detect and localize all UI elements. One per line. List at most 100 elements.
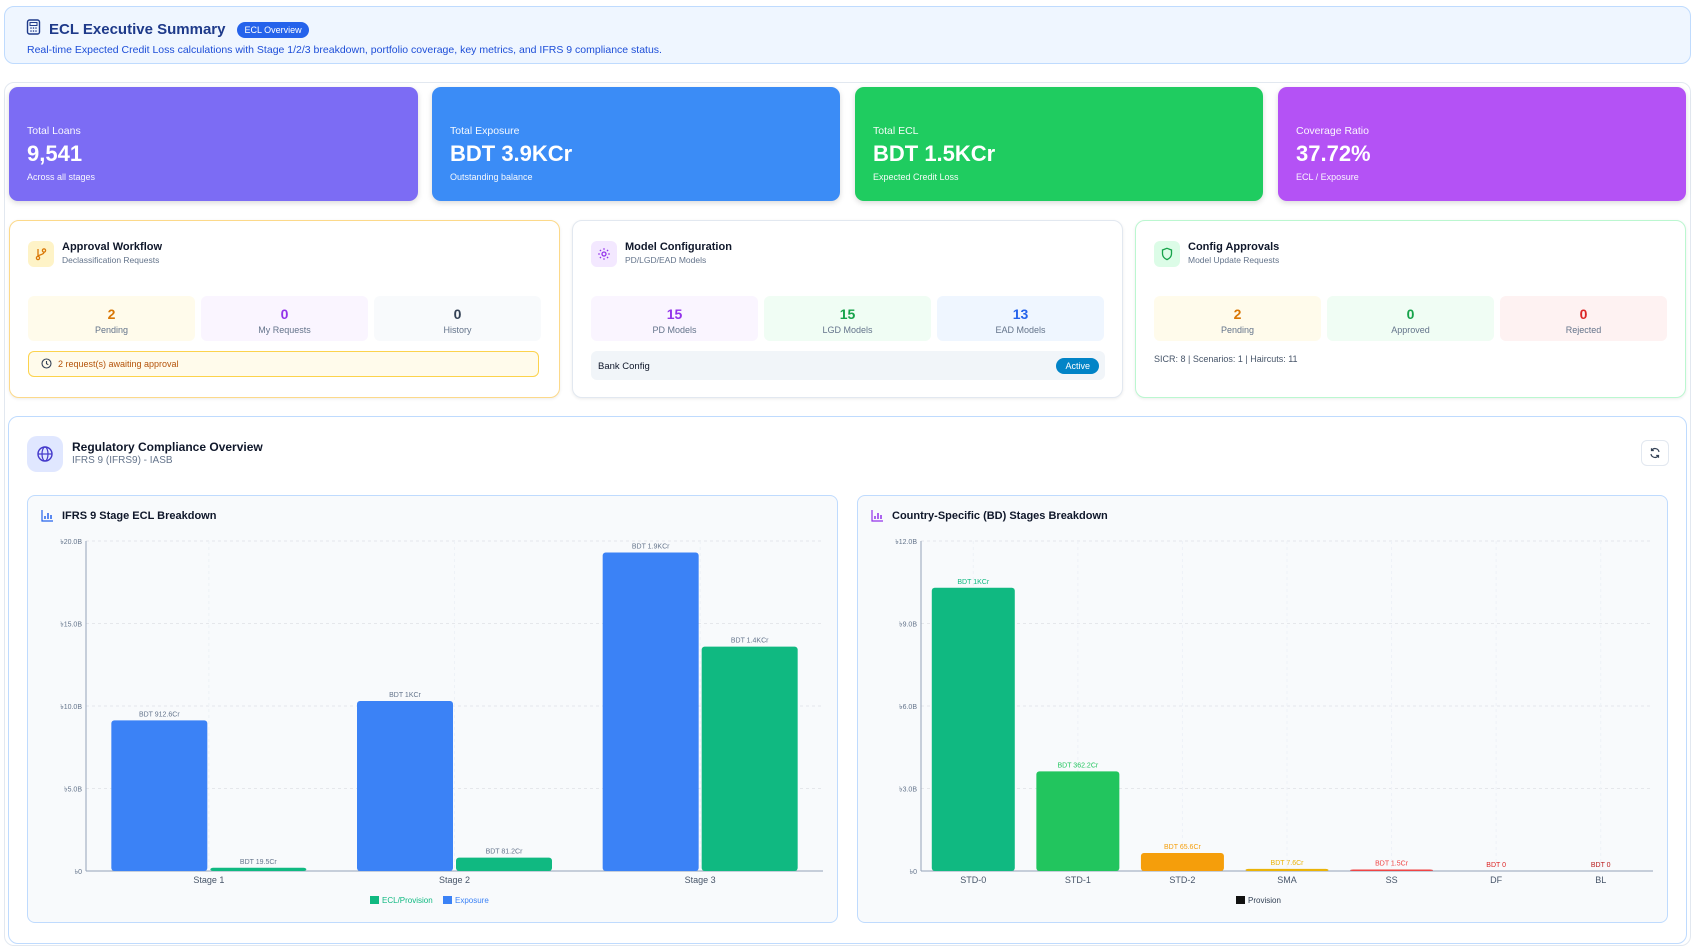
kpi-value: BDT 3.9KCr	[450, 141, 573, 166]
stat-value: 13	[1012, 306, 1029, 322]
data-label: BDT 1KCr	[957, 579, 989, 586]
bar-exposure	[111, 720, 208, 871]
stat-pending[interactable]: 2 Pending	[1154, 296, 1321, 341]
y-tick-label: ৳12.0B	[895, 538, 917, 546]
y-tick-label: ৳9.0B	[899, 621, 917, 629]
kpi-caption: Expected Credit Loss	[873, 172, 959, 182]
git-branch-icon	[28, 241, 54, 267]
kpi-label: Coverage Ratio	[1296, 125, 1369, 137]
stat-value: 0	[453, 306, 462, 322]
y-tick-label: ৳10.0B	[60, 703, 82, 711]
y-tick-label: ৳0	[75, 868, 82, 876]
data-label: BDT 81.2Cr	[486, 849, 523, 856]
stat-my-requests[interactable]: 0 My Requests	[201, 296, 368, 341]
country-stage-chart: ৳0 ৳3.0B ৳6.0B ৳9.0B ৳12.0B STD-0 BDT 1KCr STD-…	[895, 538, 1653, 905]
data-label: BDT 362.2Cr	[1057, 762, 1098, 769]
stat-label: Approved	[1391, 325, 1430, 335]
kpi-label: Total Exposure	[450, 125, 520, 137]
config-approvals-panel[interactable]: Config Approvals Model Update Requests 2…	[1135, 220, 1686, 398]
kpi-total-loans: Total Loans 9,541 Across all stages	[9, 87, 418, 201]
summary-container	[4, 82, 1691, 946]
alert-text: 2 request(s) awaiting approval	[58, 359, 179, 369]
panel-subtitle: Declassification Requests	[62, 255, 160, 265]
clock-icon	[41, 357, 52, 371]
panel-subtitle: Model Update Requests	[1188, 255, 1280, 265]
x-tick-label: Stage 2	[439, 875, 470, 885]
legend-swatch	[1236, 896, 1245, 904]
panel-title: Config Approvals	[1188, 241, 1280, 253]
bar-ecl-provision	[210, 867, 307, 871]
kpi-total-ecl: Total ECL BDT 1.5KCr Expected Credit Los…	[855, 87, 1263, 201]
y-tick-label: ৳5.0B	[64, 786, 82, 794]
x-tick-label: STD-1	[1065, 875, 1091, 885]
y-tick-label: ৳3.0B	[899, 786, 917, 794]
globe-icon	[27, 436, 63, 472]
stat-pd-models[interactable]: 15 PD Models	[591, 296, 758, 341]
bank-config-row[interactable]: Bank Config Active	[591, 351, 1105, 380]
stat-history[interactable]: 0 History	[374, 296, 541, 341]
model-configuration-panel[interactable]: Model Configuration PD/LGD/EAD Models 15…	[572, 220, 1123, 398]
bank-config-label: Bank Config	[598, 361, 650, 372]
chart-title: IFRS 9 Stage ECL Breakdown	[62, 510, 217, 522]
page-header: ECL Executive Summary ECL Overview Real-…	[4, 6, 1691, 64]
stat-ead-models[interactable]: 13 EAD Models	[937, 296, 1104, 341]
approval-workflow-panel[interactable]: Approval Workflow Declassification Reque…	[9, 220, 560, 398]
bar-provision	[931, 587, 1015, 871]
chart-title: Country-Specific (BD) Stages Breakdown	[892, 510, 1108, 522]
bar-chart-icon	[41, 509, 54, 527]
legend-swatch	[443, 896, 452, 904]
stat-label: Rejected	[1565, 325, 1602, 335]
kpi-caption: Outstanding balance	[450, 172, 533, 182]
bar-chart-icon	[871, 509, 884, 527]
refresh-button[interactable]	[1641, 440, 1669, 466]
data-label: BDT 1.9KCr	[632, 544, 670, 551]
data-label: BDT 0	[1591, 862, 1611, 869]
refresh-icon	[1650, 447, 1660, 459]
stat-value: 15	[839, 306, 856, 322]
page-subtitle: Real-time Expected Credit Loss calculati…	[27, 44, 662, 56]
country-stage-chart-card: Country-Specific (BD) Stages Breakdown ৳…	[857, 495, 1668, 923]
panel-title: Model Configuration	[625, 241, 732, 253]
kpi-coverage-ratio: Coverage Ratio 37.72% ECL / Exposure	[1278, 87, 1686, 201]
data-label: BDT 912.6Cr	[139, 711, 180, 718]
stat-lgd-models[interactable]: 15 LGD Models	[764, 296, 931, 341]
panel-title: Approval Workflow	[62, 241, 163, 253]
x-tick-label: STD-2	[1169, 875, 1195, 885]
stat-label: PD Models	[652, 325, 697, 335]
stat-approved[interactable]: 0 Approved	[1327, 296, 1494, 341]
stat-label: Pending	[94, 325, 129, 335]
bar-provision	[1036, 771, 1120, 871]
x-tick-label: SMA	[1277, 875, 1297, 885]
stat-value: 0	[280, 306, 289, 322]
data-label: BDT 1.5Cr	[1375, 861, 1409, 868]
stat-label: LGD Models	[822, 325, 873, 335]
stat-value: 15	[666, 306, 683, 322]
legend-label: ECL/Provision	[382, 896, 433, 905]
stat-label: Pending	[1220, 325, 1255, 335]
stat-rejected[interactable]: 0 Rejected	[1500, 296, 1667, 341]
stat-label: My Requests	[258, 325, 311, 335]
pending-alert: 2 request(s) awaiting approval	[28, 351, 539, 377]
calculator-icon	[26, 19, 41, 40]
bar-ecl-provision	[701, 646, 798, 871]
x-tick-label: Stage 1	[193, 875, 224, 885]
y-tick-label: ৳15.0B	[60, 621, 82, 629]
legend-label: Provision	[1248, 896, 1281, 905]
bar-ecl-provision	[456, 857, 552, 871]
data-label: BDT 19.5Cr	[240, 859, 277, 866]
ifrs9-stage-chart: ৳0 ৳5.0B ৳10.0B ৳15.0B ৳20.0B Stage 1 BDT 912.…	[60, 538, 823, 905]
stat-label: EAD Models	[995, 325, 1046, 335]
y-tick-label: ৳6.0B	[899, 703, 917, 711]
kpi-total-exposure: Total Exposure BDT 3.9KCr Outstanding ba…	[432, 87, 840, 201]
legend-swatch	[370, 896, 379, 904]
stat-label: History	[443, 325, 472, 335]
kpi-label: Total ECL	[873, 125, 919, 137]
bar-provision	[1140, 852, 1224, 871]
config-counts: SICR: 8 | Scenarios: 1 | Haircuts: 11	[1154, 354, 1298, 364]
section-subtitle: IFRS 9 (IFRS9) - IASB	[72, 455, 173, 466]
overview-badge: ECL Overview	[237, 21, 309, 38]
bar-provision	[1350, 869, 1434, 871]
stat-pending[interactable]: 2 Pending	[28, 296, 195, 341]
bar-exposure	[602, 552, 699, 871]
shield-icon	[1154, 241, 1180, 267]
